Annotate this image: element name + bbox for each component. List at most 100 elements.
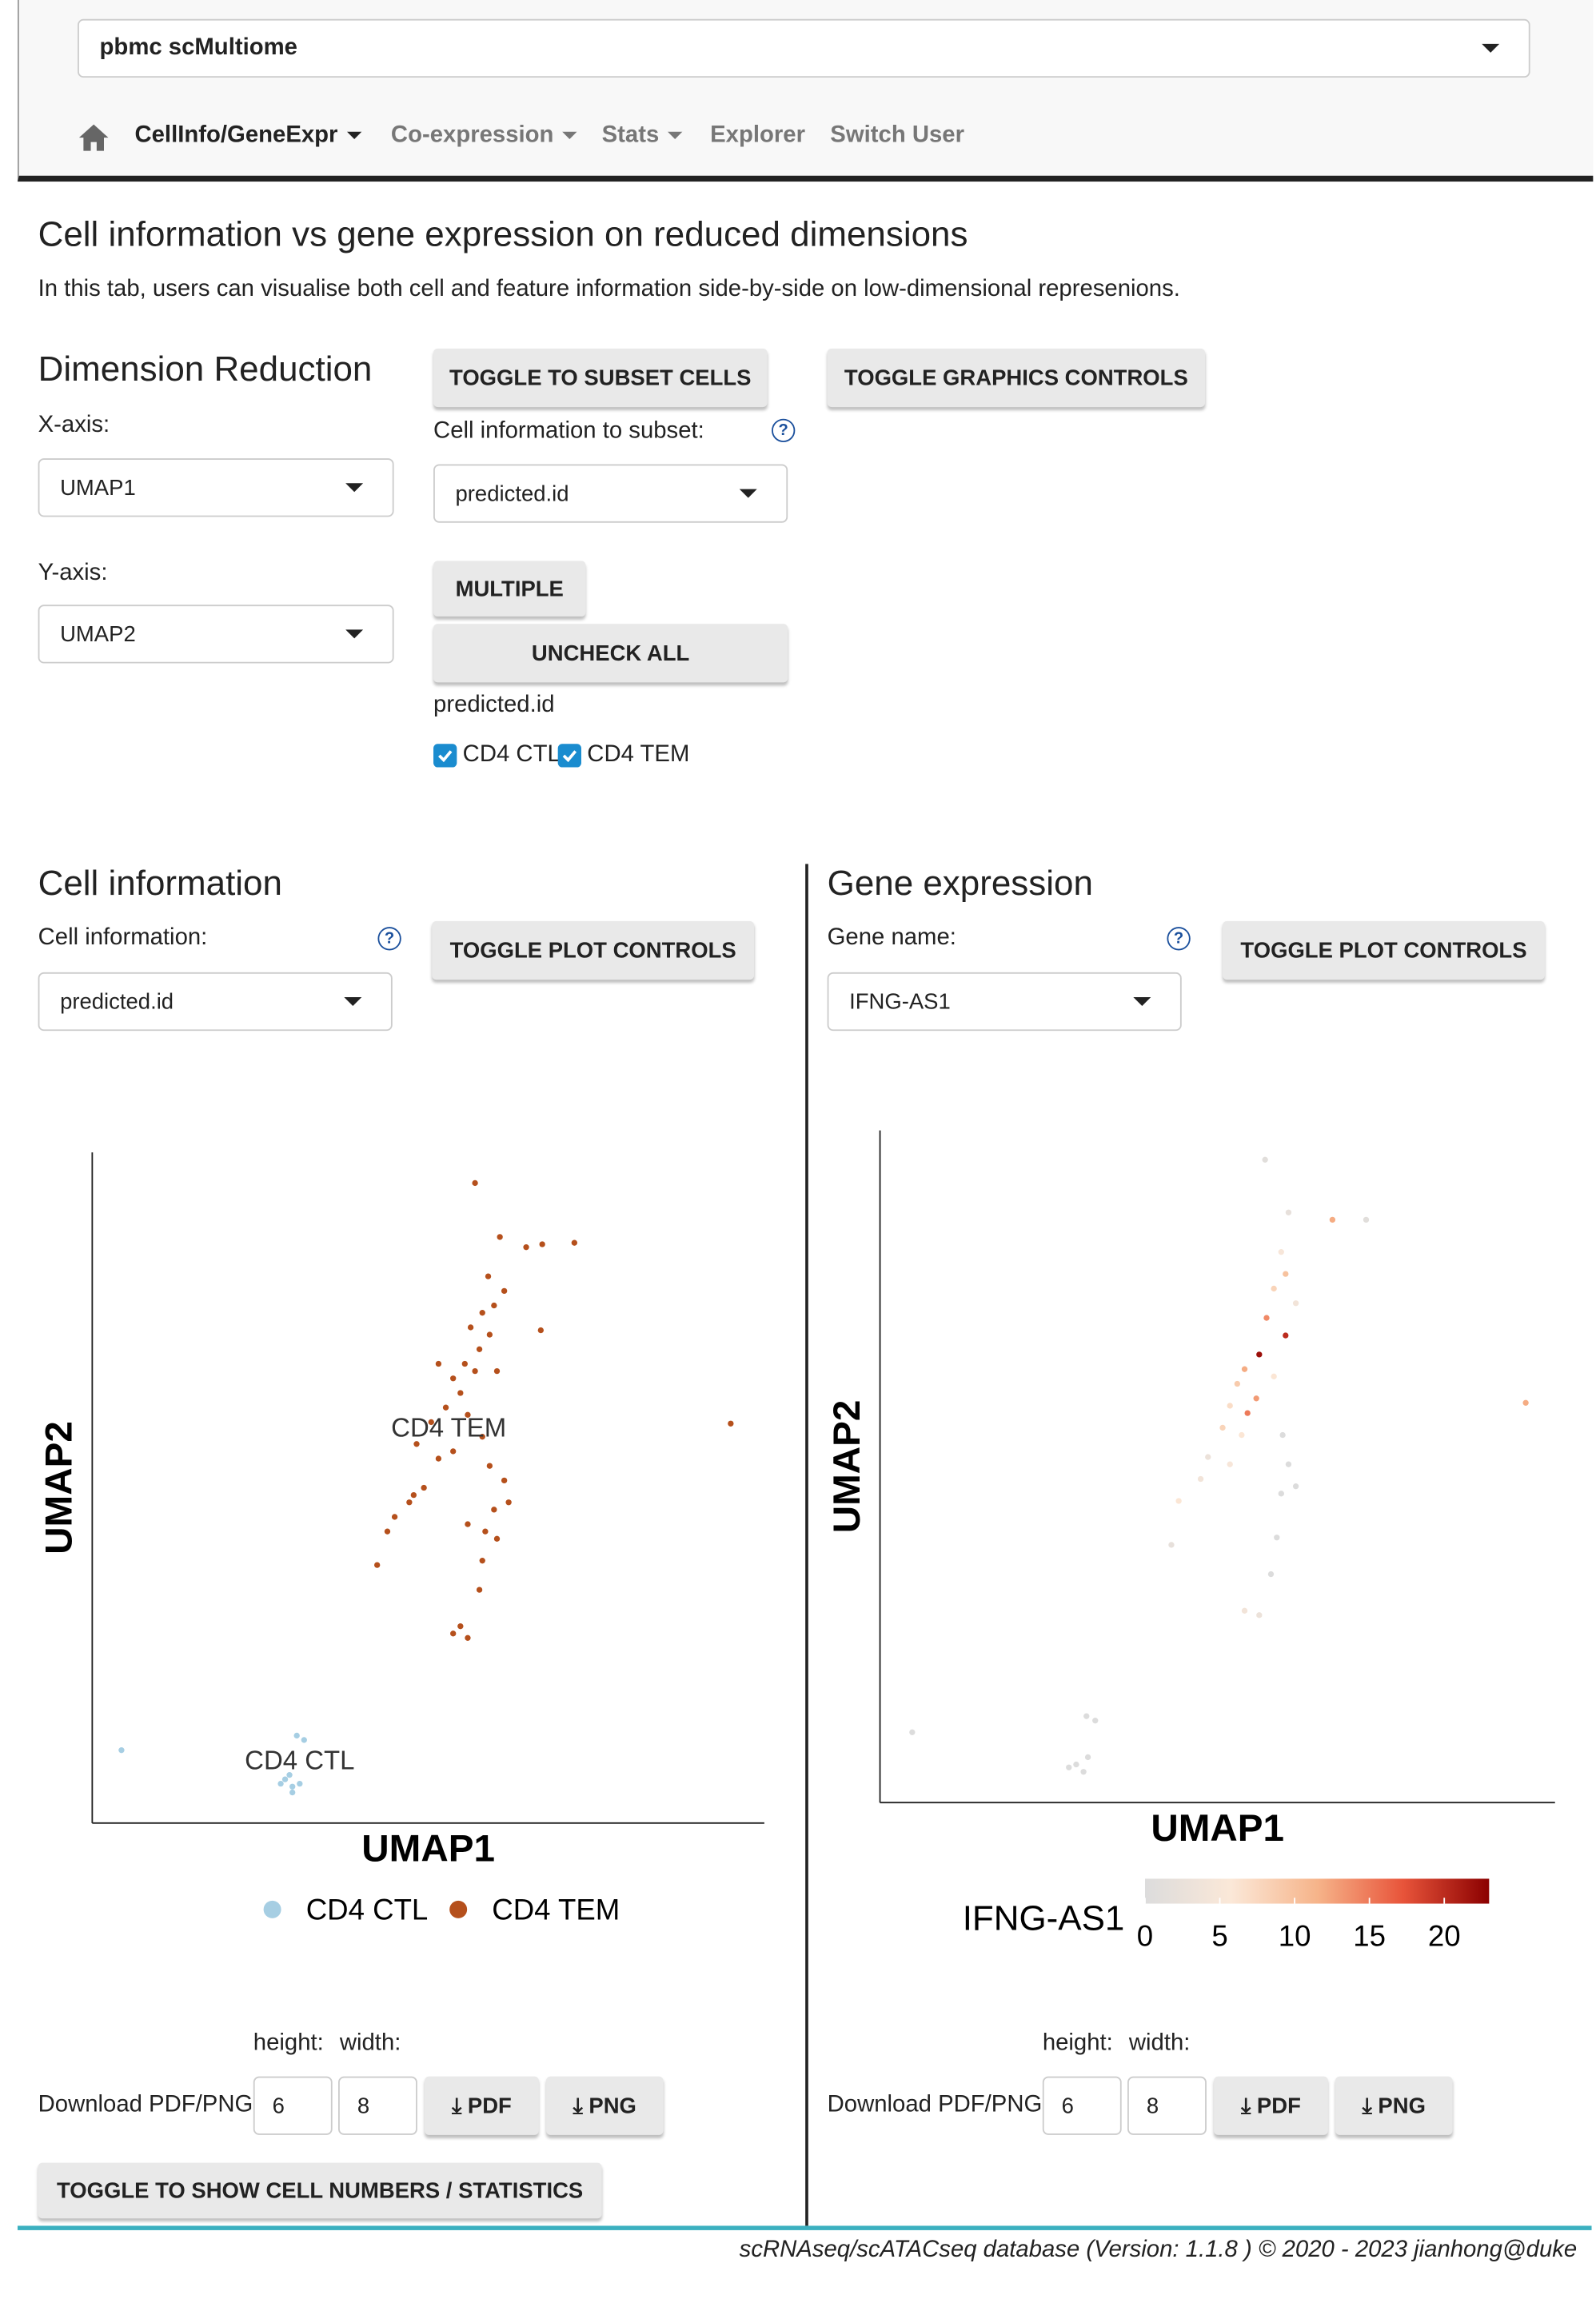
legend-marker [449,1900,468,1918]
colorbar-tick-label: 20 [1428,1920,1461,1953]
nav-item[interactable]: Co-expression [391,123,577,150]
point [1278,1249,1284,1255]
y-axis-title: UMAP2 [38,1421,81,1555]
point [465,1411,471,1418]
legend-label: CD4 TEM [492,1894,620,1926]
point [491,1507,497,1513]
point [1219,1424,1226,1431]
checkbox[interactable] [557,744,581,768]
point [1092,1717,1099,1724]
width-input[interactable]: 8 [338,2076,417,2135]
point [457,1623,464,1630]
help-icon[interactable]: ? [772,418,796,443]
nav-label: Stats [601,122,660,148]
point [1083,1713,1090,1719]
point [374,1562,381,1568]
point [497,1234,503,1240]
width-label: width: [1128,2030,1191,2057]
pdf-button[interactable]: ⤓ PDF [425,2076,539,2135]
height-input[interactable]: 6 [1042,2076,1122,2135]
png-button[interactable]: ⤓ PNG [546,2076,664,2135]
page-title: Cell information vs gene expression on r… [38,215,968,255]
point [539,1241,545,1247]
dataset-select[interactable]: pbmc scMultiome [78,18,1530,78]
point [1522,1399,1529,1406]
plot-controls-toggle[interactable]: TOGGLE PLOT CONTROLS [432,920,755,980]
footer: scRNAseq/scATACseq database (Version: 1.… [739,2237,1578,2263]
point [289,1783,296,1790]
point [1274,1535,1280,1541]
point [406,1499,413,1506]
field-label: X-axis: [38,413,110,438]
nav-item[interactable]: CellInfo/GeneExpr [134,123,361,150]
point [281,1776,289,1782]
field-label: Cell information: [38,925,208,951]
uncheck-all-button[interactable]: UNCHECK ALL [433,624,788,683]
point [286,1772,293,1778]
png-button[interactable]: ⤓ PNG [1335,2076,1453,2135]
point [461,1360,468,1367]
colorbar-tick-label: 0 [1137,1920,1153,1953]
point [435,1455,442,1462]
x-axis-select[interactable]: UMAP1 [38,458,394,517]
point [1234,1380,1241,1387]
point [465,1634,471,1641]
nav-item[interactable]: Switch User [830,122,965,148]
nav-item[interactable]: Explorer [710,122,806,148]
plot-controls-toggle[interactable]: TOGGLE PLOT CONTROLS [1223,920,1545,980]
point [1175,1498,1182,1504]
point [485,1273,492,1279]
point [1256,1351,1263,1358]
checkbox-label: CD4 TEM [587,742,690,768]
subset-toggle[interactable]: TOGGLE TO SUBSET CELLS [433,348,768,408]
checkbox[interactable] [433,744,457,768]
point [410,1491,417,1499]
graphics-toggle[interactable]: TOGGLE GRAPHICS CONTROLS [827,348,1206,408]
point [1205,1454,1211,1460]
x-axis-title: UMAP1 [361,1827,495,1870]
point [482,1528,489,1535]
point [501,1477,508,1484]
point [1279,1431,1286,1439]
home-icon[interactable] [78,123,110,153]
nav-item[interactable]: Stats [602,123,683,150]
help-icon[interactable]: ? [377,927,401,951]
point [301,1737,307,1743]
cell-info-select[interactable]: predicted.id [38,972,393,1032]
point [571,1239,578,1246]
colorbar-tick-label: 15 [1353,1920,1386,1953]
point [1241,1366,1248,1372]
point [1073,1761,1079,1768]
footer-rule [17,2225,1592,2230]
point [479,1434,485,1440]
point [1084,1754,1091,1761]
point [479,1310,485,1316]
field-label: Cell information to subset: [433,418,704,444]
point [1292,1300,1299,1307]
cluster-label: CD4 CTL [245,1745,354,1774]
x-axis-title: UMAP1 [1151,1807,1284,1850]
point [421,1484,427,1491]
point [1197,1475,1204,1483]
help-icon[interactable]: ? [1167,927,1191,951]
pdf-button[interactable]: ⤓ PDF [1214,2076,1328,2135]
point [450,1375,457,1382]
width-input[interactable]: 8 [1127,2076,1207,2135]
y-axis-select[interactable]: UMAP2 [38,605,394,664]
point [289,1789,296,1796]
point [472,1367,478,1375]
point [391,1514,398,1520]
point [493,1535,501,1542]
point [486,1331,493,1338]
gene-select[interactable]: IFNG-AS1 [827,972,1182,1032]
divider [805,864,808,2226]
point [1292,1483,1299,1490]
height-input[interactable]: 6 [253,2076,333,2135]
point [1168,1542,1175,1548]
colorbar-title: IFNG-AS1 [963,1899,1125,1938]
multiple-button[interactable]: MULTIPLE [433,561,586,617]
subset-select[interactable]: predicted.id [433,464,788,523]
stats-toggle[interactable]: TOGGLE TO SHOW CELL NUMBERS / STATISTICS [38,2162,602,2219]
